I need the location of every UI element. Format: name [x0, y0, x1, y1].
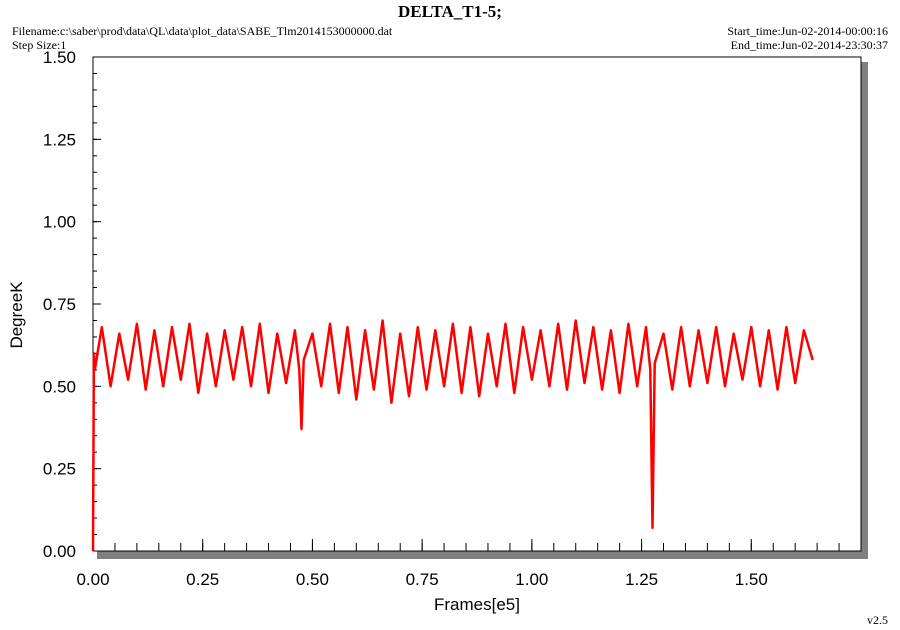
x-tick-label: 0.75	[406, 570, 439, 589]
start-time-label: Start_time:Jun-02-2014-00:00:16	[727, 24, 888, 38]
x-tick-label: 0.00	[76, 570, 109, 589]
y-tick-label: 1.25	[43, 130, 76, 149]
plot-area	[92, 56, 862, 552]
version-label: v2.5	[867, 613, 888, 627]
y-tick-label: 0.25	[43, 460, 76, 479]
x-axis-label: Frames[e5]	[434, 595, 520, 614]
x-tick-label: 0.50	[296, 570, 329, 589]
step-size-label: Step Size:1	[12, 38, 67, 52]
x-tick-label: 0.25	[186, 570, 219, 589]
x-tick-label: 1.00	[515, 570, 548, 589]
y-tick-label: 1.50	[43, 48, 76, 67]
y-tick-label: 0.50	[43, 377, 76, 396]
y-tick-label: 1.00	[43, 213, 76, 232]
tick-labels: 0.00 0.25 0.50 0.75 1.00 1.25 1.50 0.00 0.25 0.50…	[43, 48, 768, 589]
y-tick-label: 0.00	[43, 542, 76, 561]
end-time-label: End_time:Jun-02-2014-23:30:37	[730, 38, 888, 52]
filename-label: Filename:c:\saber\prod\data\QL\data\plot…	[12, 24, 393, 38]
series-line-0	[91, 319, 814, 552]
x-tick-label: 1.50	[735, 570, 768, 589]
x-tick-label: 1.25	[625, 570, 658, 589]
series-layer	[91, 319, 814, 552]
y-axis-label: DegreeK	[7, 281, 26, 349]
y-tick-label: 0.75	[43, 295, 76, 314]
chart-title: DELTA_T1-5;	[398, 2, 502, 21]
